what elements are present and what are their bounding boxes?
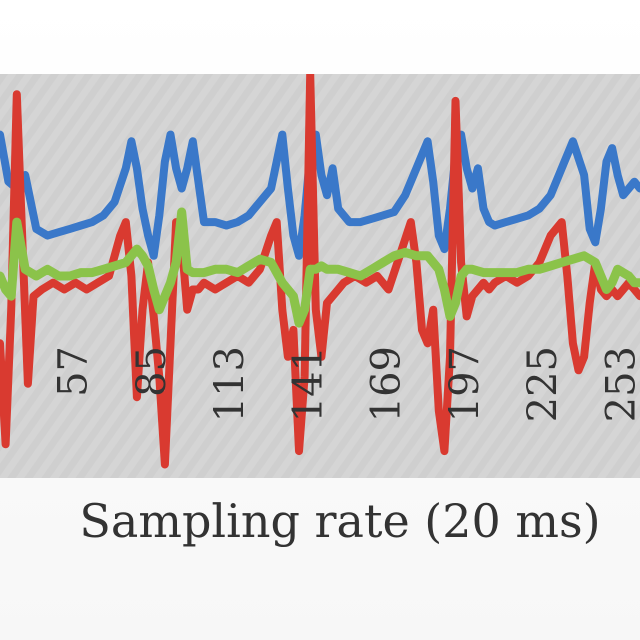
x-tick-label: 57: [51, 346, 97, 397]
x-tick-label: 141: [285, 346, 331, 422]
series-line-3: [0, 207, 640, 328]
x-tick-label: 113: [207, 346, 253, 422]
x-tick-label: 225: [520, 346, 566, 422]
series-line-1: [0, 130, 640, 260]
series-line-2: [0, 74, 640, 469]
x-axis-title: Sampling rate (20 ms): [79, 494, 601, 548]
x-tick-label: 85: [129, 346, 175, 397]
x-tick-label: 253: [598, 346, 640, 422]
x-tick-label: 169: [364, 346, 410, 422]
x-tick-label: 197: [442, 346, 488, 422]
